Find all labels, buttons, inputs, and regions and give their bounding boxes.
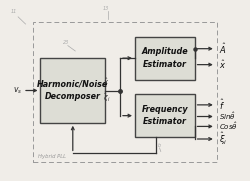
FancyBboxPatch shape — [135, 94, 194, 137]
Text: Frequency
Estimator: Frequency Estimator — [142, 105, 188, 126]
Text: Hybrid PLL: Hybrid PLL — [38, 154, 66, 159]
Text: 11: 11 — [11, 9, 17, 14]
Text: 13: 13 — [103, 6, 109, 11]
Text: $\hat{\xi}_i$: $\hat{\xi}_i$ — [103, 92, 110, 104]
Text: b: b — [158, 143, 162, 148]
Text: $\hat{f}$: $\hat{f}$ — [220, 98, 226, 112]
Text: $v_s$: $v_s$ — [14, 85, 23, 96]
Text: $Cos\hat{\theta}$: $Cos\hat{\theta}$ — [220, 121, 238, 132]
Text: $\hat{A}$: $\hat{A}$ — [220, 41, 227, 56]
Text: $\hat{x}$: $\hat{x}$ — [103, 77, 110, 87]
Text: $Sin\hat{\theta}$: $Sin\hat{\theta}$ — [220, 111, 236, 122]
Text: Amplitude
Estimator: Amplitude Estimator — [142, 47, 188, 69]
Text: 23: 23 — [63, 40, 69, 45]
Text: Harmonic/Noise
Decomposer: Harmonic/Noise Decomposer — [37, 80, 109, 101]
Text: $\hat{\xi}_i$: $\hat{\xi}_i$ — [220, 131, 228, 147]
FancyBboxPatch shape — [135, 37, 194, 80]
Text: $\hat{x}$: $\hat{x}$ — [220, 58, 227, 71]
FancyBboxPatch shape — [40, 58, 105, 123]
